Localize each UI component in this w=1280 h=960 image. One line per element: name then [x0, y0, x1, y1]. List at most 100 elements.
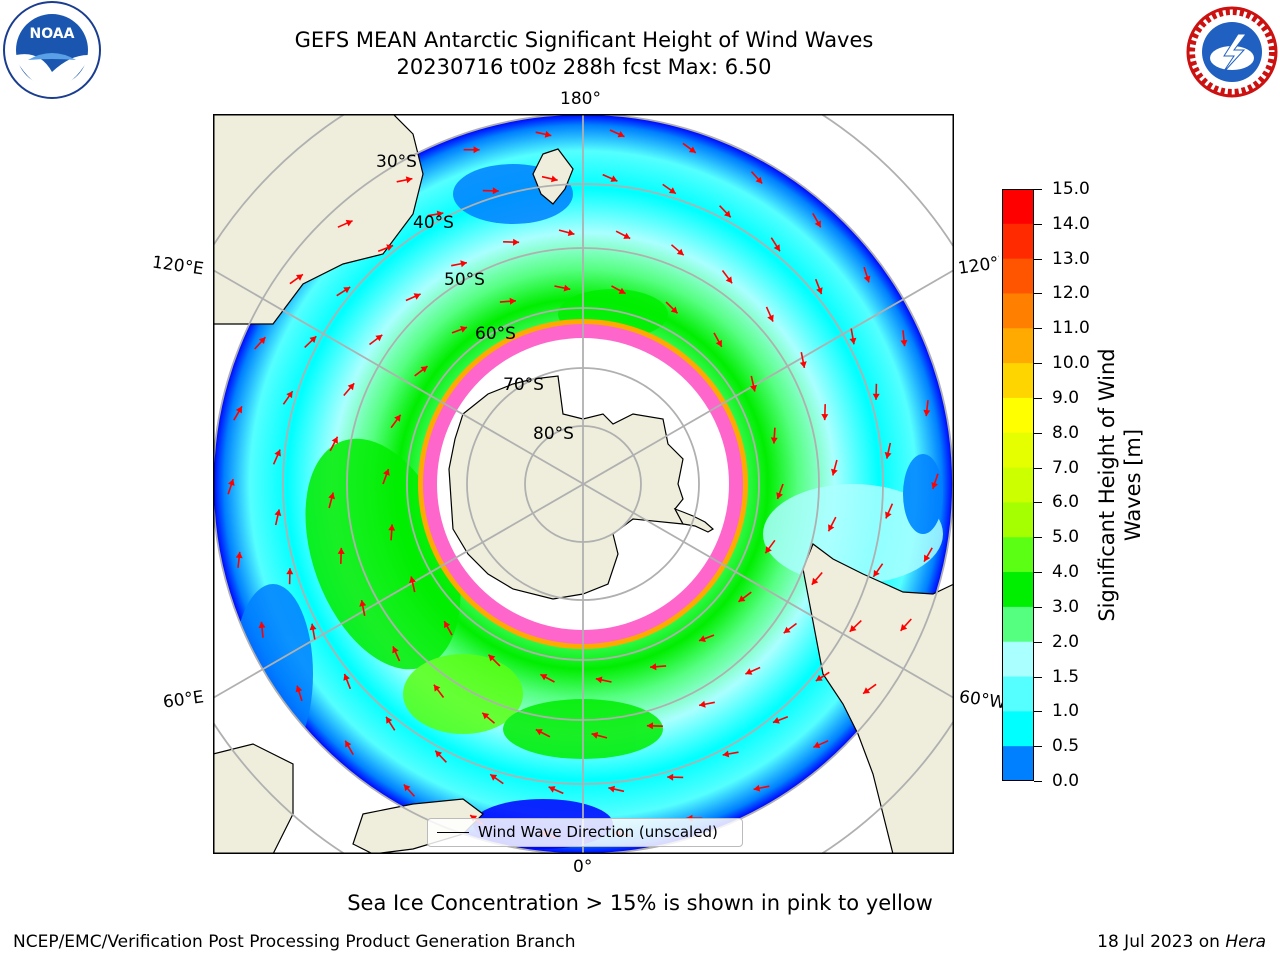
wave-direction-arrowhead — [623, 232, 631, 239]
colorbar-band — [1002, 397, 1034, 434]
wave-direction-arrowhead — [667, 773, 674, 781]
colorbar-tick-label: 15.0 — [1052, 179, 1090, 199]
wave-direction-arrowhead — [535, 729, 543, 736]
latitude-label-80s: 80°S — [533, 424, 574, 444]
wave-direction-arrowhead — [767, 314, 774, 322]
wave-direction-arrowhead — [931, 482, 938, 489]
colorbar-tickmark — [1034, 189, 1042, 190]
colorbar-tick-label: 1.5 — [1052, 666, 1080, 687]
wave-direction-arrowhead — [765, 546, 772, 554]
wave-direction-arrowhead — [884, 452, 892, 459]
wave-direction-arrowhead — [403, 784, 411, 792]
wave-direction-arrowhead — [863, 687, 870, 694]
wave-direction-arrowhead — [343, 287, 351, 294]
wave-direction-arrowhead — [776, 492, 783, 499]
map-legend: Wind Wave Direction (unscaled) — [427, 818, 743, 847]
wave-direction-arrowhead — [345, 740, 352, 748]
wave-direction-arrowhead — [435, 750, 442, 758]
wave-direction-arrowhead — [473, 146, 480, 154]
colorbar-band — [1002, 606, 1034, 643]
wave-direction-arrowhead — [386, 244, 394, 251]
noaa-logo: NOAA — [3, 1, 101, 99]
wave-direction-arrowhead — [274, 449, 281, 457]
meridian-label-top: 180° — [560, 89, 601, 109]
colorbar-label: Significant Height of Wind Waves [m] — [1095, 348, 1145, 622]
wave-direction-arrowhead — [337, 547, 345, 554]
wave-direction-arrowhead — [670, 306, 678, 314]
nws-logo — [1186, 6, 1278, 98]
latitude-label-40s: 40°S — [413, 213, 454, 233]
wave-direction-arrowhead — [286, 391, 293, 399]
colorbar-tick-label: 5.0 — [1052, 527, 1080, 548]
wave-direction-arrowhead — [816, 287, 823, 295]
colorbar-tick-label: 11.0 — [1052, 318, 1090, 339]
wave-direction-arrowhead — [676, 248, 684, 256]
chart-title: GEFS MEAN Antarctic Significant Height o… — [294, 28, 874, 52]
colorbar-band — [1002, 189, 1034, 225]
colorbar-tickmark — [1034, 537, 1042, 539]
colorbar-band — [1002, 432, 1034, 469]
wave-direction-arrowhead — [388, 524, 396, 531]
wave-direction-arrowhead — [359, 600, 367, 607]
australia-landmass — [213, 114, 424, 325]
colorbar-band — [1002, 537, 1034, 573]
wave-direction-arrowhead — [460, 326, 467, 333]
colorbar-tick-label: 1.0 — [1052, 701, 1080, 722]
footer-branch: NCEP/EMC/Verification Post Processing Pr… — [13, 932, 576, 952]
colorbar-band — [1002, 502, 1034, 538]
wave-direction-arrowhead — [699, 700, 706, 708]
meridian-label-120e: 120°E — [150, 252, 205, 280]
africa-landmass — [213, 743, 294, 854]
wave-direction-arrowhead — [513, 238, 520, 246]
colorbar-tickmark — [1034, 676, 1042, 678]
wave-direction-arrowhead — [392, 646, 399, 654]
colorbar — [1002, 189, 1034, 781]
wave-direction-arrowhead — [799, 361, 807, 368]
colorbar-tickmark — [1034, 746, 1042, 748]
wave-direction-arrowhead — [405, 176, 413, 184]
wave-direction-arrowhead — [688, 146, 696, 153]
colorbar-tickmark — [1034, 502, 1042, 504]
wave-direction-arrowhead — [488, 654, 496, 662]
wave-direction-arrowhead — [699, 635, 706, 642]
wind-wave-direction-arrows — [227, 129, 939, 839]
wave-direction-arrowhead — [863, 275, 871, 283]
footer-date: 18 Jul 2023 on Hera — [1097, 932, 1266, 952]
footer-date-text: 18 Jul 2023 on — [1097, 932, 1226, 952]
wave-direction-arrowhead — [347, 383, 355, 391]
wave-direction-arrowhead — [228, 479, 235, 486]
wave-direction-arrowhead — [849, 337, 857, 345]
wave-direction-arrowhead — [872, 393, 880, 400]
colorbar-band — [1002, 711, 1034, 747]
wave-direction-arrowhead — [436, 210, 444, 218]
colorbar-band — [1002, 572, 1034, 608]
colorbar-tickmark — [1034, 223, 1042, 225]
wave-direction-arrowhead — [814, 220, 821, 228]
colorbar-band — [1002, 363, 1034, 399]
wave-direction-arrowhead — [668, 187, 676, 194]
svg-text:NOAA: NOAA — [30, 26, 75, 42]
colorbar-tick-label: 13.0 — [1052, 248, 1090, 269]
wave-direction-arrowhead — [813, 741, 821, 749]
wave-direction-arrowhead — [772, 717, 780, 724]
wave-direction-arrowhead — [343, 673, 350, 681]
wave-direction-arrowhead — [551, 175, 558, 183]
wave-direction-arrowhead — [924, 554, 931, 562]
wave-direction-arrowhead — [831, 468, 838, 476]
wave-direction-arrowhead — [274, 509, 282, 516]
colorbar-tickmark — [1034, 328, 1042, 330]
colorbar-tickmark — [1034, 293, 1042, 295]
latitude-label-70s: 70°S — [503, 375, 544, 395]
wave-direction-arrowhead — [420, 366, 428, 373]
wave-direction-arrowhead — [540, 674, 548, 681]
wave-direction-arrowhead — [773, 244, 780, 252]
colorbar-tick-label: 14.0 — [1052, 213, 1090, 234]
wave-direction-arrowhead — [433, 684, 441, 692]
wave-direction-arrowhead — [386, 716, 393, 724]
wave-direction-arrowhead — [345, 219, 353, 227]
colorbar-band — [1002, 467, 1034, 504]
colorbar-tickmark — [1034, 467, 1042, 469]
colorbar-tick-label: 12.0 — [1052, 283, 1090, 304]
colorbar-tickmark — [1034, 363, 1042, 365]
wave-direction-arrowhead — [258, 621, 266, 629]
